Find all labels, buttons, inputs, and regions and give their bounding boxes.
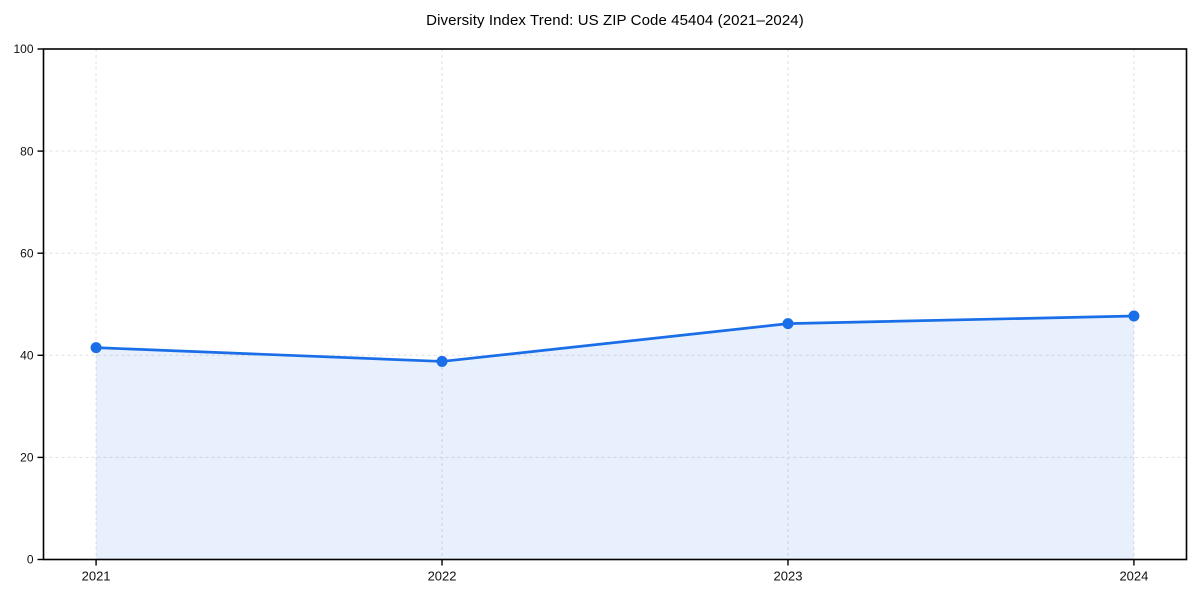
x-tick-label: 2021 bbox=[82, 569, 111, 584]
x-tick-label: 2024 bbox=[1119, 569, 1148, 584]
x-tick-label: 2022 bbox=[428, 569, 457, 584]
y-tick-label: 40 bbox=[20, 349, 34, 363]
area-fill bbox=[96, 315, 1134, 560]
y-tick-label: 0 bbox=[27, 553, 34, 567]
data-point-marker bbox=[90, 342, 102, 354]
x-tick-label: 2023 bbox=[774, 569, 803, 584]
trend-line bbox=[94, 314, 1136, 363]
y-tick-label: 60 bbox=[20, 246, 34, 260]
y-tick-label: 80 bbox=[20, 144, 34, 158]
chart-title: Diversity Index Trend: US ZIP Code 45404… bbox=[426, 12, 804, 29]
data-point-marker bbox=[782, 318, 794, 330]
data-point-marker bbox=[436, 355, 448, 367]
data-point-marker bbox=[1128, 310, 1140, 322]
y-tick-label: 20 bbox=[20, 451, 34, 465]
y-tick-label: 100 bbox=[13, 42, 33, 56]
plot-border bbox=[42, 48, 1188, 561]
